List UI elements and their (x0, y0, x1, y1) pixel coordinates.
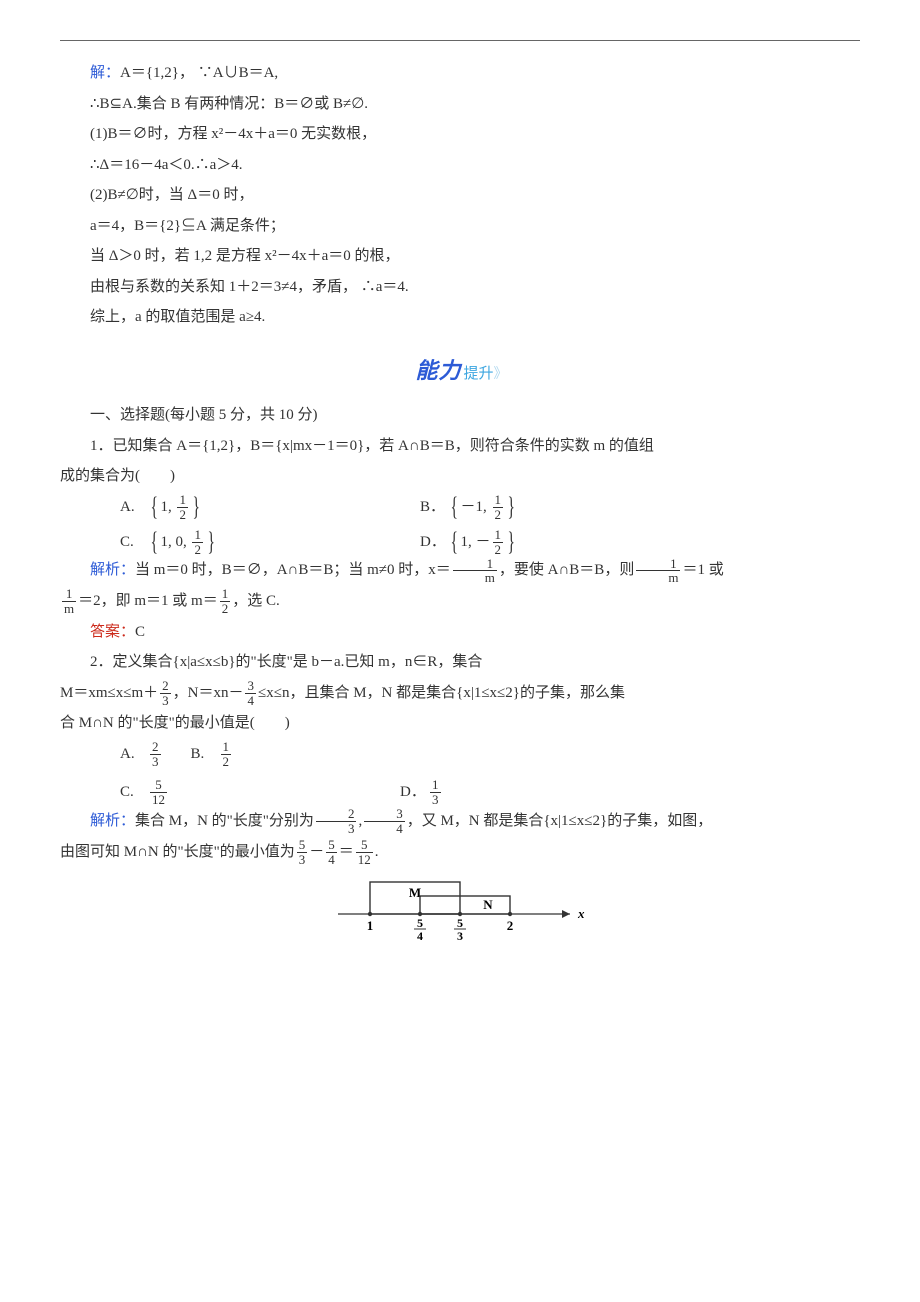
q1-choices: A. { 1, 12 } B． { －1, 12 } C. { 1, 0, 12… (120, 493, 860, 556)
choice-c: C. 512 (120, 778, 400, 807)
choice-b: B． { －1, 12 } (420, 493, 700, 522)
choice-label: C. (120, 528, 148, 557)
choice-label: A. (120, 740, 148, 769)
brace-icon: } (507, 494, 514, 520)
banner-chevron-icon: 》 (494, 367, 505, 382)
text-line: ∴Δ＝16－4a＜0.∴a＞4. (60, 151, 860, 180)
brace-icon: } (507, 529, 514, 555)
choice-label: D． (420, 528, 448, 557)
analysis-label: 解析： (90, 562, 135, 578)
q1-stem-line: 1．已知集合 A＝{1,2}，B＝{x|mx－1＝0}，若 A∩B＝B，则符合条… (60, 432, 860, 461)
choice-content: 1, 12 (160, 493, 190, 522)
choice-label: C. (120, 778, 148, 807)
text-line: 当 Δ＞0 时，若 1,2 是方程 x²－4x＋a＝0 的根， (60, 242, 860, 271)
svg-text:2: 2 (507, 918, 514, 933)
svg-text:5: 5 (457, 916, 463, 930)
svg-text:x: x (577, 906, 585, 921)
svg-text:3: 3 (457, 929, 463, 943)
q1-analysis: 1m＝2，即 m＝1 或 m＝12，选 C. (60, 587, 860, 616)
q2-choices: A. 23 B. 12 C. 512 D． 13 (120, 740, 860, 807)
q2-stem-line: M＝xm≤x≤m＋23，N＝xn－34≤x≤n，且集合 M，N 都是集合{x|1… (60, 679, 860, 708)
brace-icon: } (192, 494, 199, 520)
choice-label: B. (191, 740, 219, 769)
svg-text:5: 5 (417, 916, 423, 930)
banner-main-text: 能力 (415, 358, 461, 383)
choice-label: D． (400, 778, 428, 807)
svg-text:N: N (483, 897, 493, 912)
choice-d: D． { 1, －12 } (420, 528, 700, 557)
choice-a: A. 23 (120, 740, 163, 769)
choice-content: 1, 0, 12 (160, 528, 205, 557)
svg-text:4: 4 (417, 929, 423, 943)
text-line: (2)B≠∅时，当 Δ＝0 时， (60, 181, 860, 210)
answer-label: 答案： (90, 624, 135, 640)
brace-icon: { (150, 494, 157, 520)
q2-stem-line: 2．定义集合{x|a≤x≤b}的"长度"是 b－a.已知 m，n∈R，集合 (60, 648, 860, 677)
section-banner: 能力提升》 (60, 350, 860, 392)
text-line: 由根与系数的关系知 1＋2＝3≠4，矛盾， ∴a＝4. (60, 273, 860, 302)
q1-stem-line: 成的集合为( ) (60, 462, 860, 491)
section-heading: 一、选择题(每小题 5 分，共 10 分) (60, 401, 860, 430)
number-line-diagram: 1 2 x 5 4 5 3 M N (60, 872, 860, 955)
solution-label: 解： (90, 65, 120, 81)
choice-content: －1, 12 (460, 493, 505, 522)
brace-icon: { (450, 494, 457, 520)
choice-a: A. { 1, 12 } (120, 493, 400, 522)
q1-analysis: 解析：当 m＝0 时，B＝∅，A∩B＝B；当 m≠0 时，x＝1m，要使 A∩B… (60, 556, 860, 585)
banner-sub-text: 提升 (464, 366, 494, 382)
svg-text:1: 1 (367, 918, 374, 933)
analysis-label: 解析： (90, 813, 135, 829)
q2-analysis: 由图可知 M∩N 的"长度"的最小值为53－54＝512. (60, 838, 860, 867)
text-line: a＝4，B＝{2}⊆A 满足条件； (60, 212, 860, 241)
choice-label: A. (120, 493, 148, 522)
choice-d: D． 13 (400, 778, 680, 807)
svg-text:M: M (409, 885, 421, 900)
choice-c: C. { 1, 0, 12 } (120, 528, 400, 557)
brace-icon: { (150, 529, 157, 555)
brace-icon: { (450, 529, 457, 555)
text-line: 综上，a 的取值范围是 a≥4. (60, 303, 860, 332)
q2-analysis: 解析：集合 M，N 的"长度"分别为23,34，又 M，N 都是集合{x|1≤x… (60, 807, 860, 836)
choice-label: B． (420, 493, 448, 522)
text-line: (1)B＝∅时，方程 x²－4x＋a＝0 无实数根， (60, 120, 860, 149)
choice-content: 1, －12 (460, 528, 505, 557)
brace-icon: } (207, 529, 214, 555)
text-line: A＝{1,2}， ∵A∪B＝A, (120, 65, 278, 81)
q2-stem-line: 合 M∩N 的"长度"的最小值是( ) (60, 709, 860, 738)
q1-answer: 答案：C (60, 618, 860, 647)
choice-b: B. 12 (191, 740, 234, 769)
text-line: ∴B⊆A.集合 B 有两种情况：B＝∅或 B≠∅. (60, 90, 860, 119)
